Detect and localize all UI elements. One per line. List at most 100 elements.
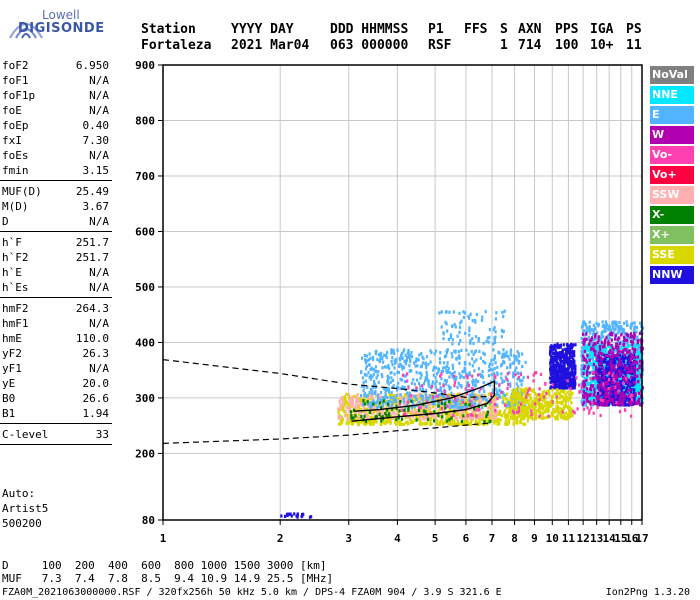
echo-point	[556, 361, 560, 365]
echo-point	[454, 410, 457, 414]
echo-point	[595, 321, 598, 325]
echo-cluster-nnw	[548, 342, 577, 390]
echo-point	[609, 350, 612, 354]
echo-point	[392, 378, 395, 383]
echo-point	[437, 367, 440, 371]
echo-point	[378, 393, 381, 397]
echo-point	[571, 413, 574, 418]
echo-point	[587, 344, 590, 348]
echo-point	[627, 376, 630, 380]
echo-point	[392, 396, 395, 400]
echo-point	[404, 362, 407, 366]
echo-point	[587, 397, 590, 401]
echo-point	[608, 381, 612, 385]
echo-point	[573, 359, 576, 363]
echo-point	[463, 420, 466, 424]
echo-point	[562, 357, 566, 361]
echo-point	[374, 406, 377, 410]
echo-point	[508, 404, 511, 408]
echo-point	[342, 406, 345, 410]
echo-point	[631, 321, 634, 325]
echo-point	[465, 399, 468, 404]
echo-point	[350, 396, 353, 400]
echo-point	[376, 410, 379, 414]
echo-point	[461, 399, 465, 403]
echo-point	[614, 400, 617, 405]
param-value: 251.7	[75, 251, 109, 264]
echo-point	[495, 387, 498, 391]
echo-point	[439, 351, 442, 355]
echo-point	[566, 347, 569, 351]
echo-point	[431, 383, 434, 387]
echo-point	[434, 417, 437, 421]
echo-point	[591, 333, 595, 337]
echo-point	[636, 339, 639, 343]
echo-point	[361, 409, 364, 413]
echo-point	[615, 373, 618, 377]
echo-point	[596, 351, 599, 356]
echo-point	[570, 364, 574, 368]
echo-point	[473, 350, 476, 354]
echo-point	[609, 328, 612, 332]
echo-point	[418, 400, 421, 404]
echo-point	[580, 358, 584, 363]
echo-point	[416, 412, 419, 416]
echo-point	[580, 372, 583, 376]
echo-point	[414, 395, 417, 399]
echo-point	[468, 407, 471, 412]
echo-point	[574, 343, 577, 347]
echo-point	[363, 372, 366, 377]
echo-point	[508, 406, 511, 410]
echo-point	[427, 413, 430, 417]
echo-point	[482, 351, 485, 355]
echo-point	[433, 352, 436, 356]
echo-point	[611, 352, 614, 356]
echo-point	[415, 357, 418, 361]
echo-point	[618, 396, 622, 400]
echo-point	[574, 370, 577, 374]
logo-brand-top: Lowell	[42, 8, 80, 22]
echo-point	[455, 416, 458, 421]
echo-point	[479, 421, 482, 425]
echo-point	[399, 355, 402, 359]
echo-point	[343, 395, 346, 399]
echo-point	[458, 392, 461, 396]
echo-point	[485, 398, 488, 402]
echo-point	[615, 363, 618, 367]
echo-point	[411, 409, 414, 413]
echo-point	[631, 334, 634, 338]
echo-point	[406, 355, 409, 360]
echo-point	[637, 386, 641, 390]
echo-point	[405, 396, 408, 400]
echo-point	[601, 359, 604, 363]
echo-point	[478, 390, 481, 394]
echo-point	[431, 392, 434, 396]
echo-point	[370, 404, 373, 408]
echo-point	[402, 400, 405, 404]
echo-point	[505, 350, 508, 354]
echo-point	[632, 400, 635, 404]
echo-point	[491, 400, 494, 404]
echo-point	[630, 403, 633, 407]
echo-point	[617, 382, 621, 386]
echo-point	[449, 398, 453, 402]
echo-point	[390, 360, 393, 364]
param-row: D N/A	[0, 214, 112, 229]
echo-point	[456, 397, 460, 401]
echo-point	[433, 402, 436, 406]
echo-point	[473, 369, 476, 373]
echo-point	[456, 385, 459, 389]
echo-point	[417, 393, 421, 397]
echo-point	[622, 365, 625, 369]
echo-point	[549, 361, 552, 365]
header-label-time: DDD HHMMSS	[330, 22, 409, 37]
echo-point	[403, 385, 406, 390]
echo-point	[369, 377, 372, 381]
echo-point	[482, 394, 485, 398]
echo-point	[347, 417, 350, 421]
echo-point	[599, 361, 602, 366]
echo-point	[527, 410, 530, 414]
scaled-parameters-panel: foF2 6.950 foF1 N/A foF1p N/A foE N/A foEp 0.40 fx…	[0, 58, 112, 448]
echo-point	[510, 348, 513, 352]
echo-point	[584, 344, 587, 348]
